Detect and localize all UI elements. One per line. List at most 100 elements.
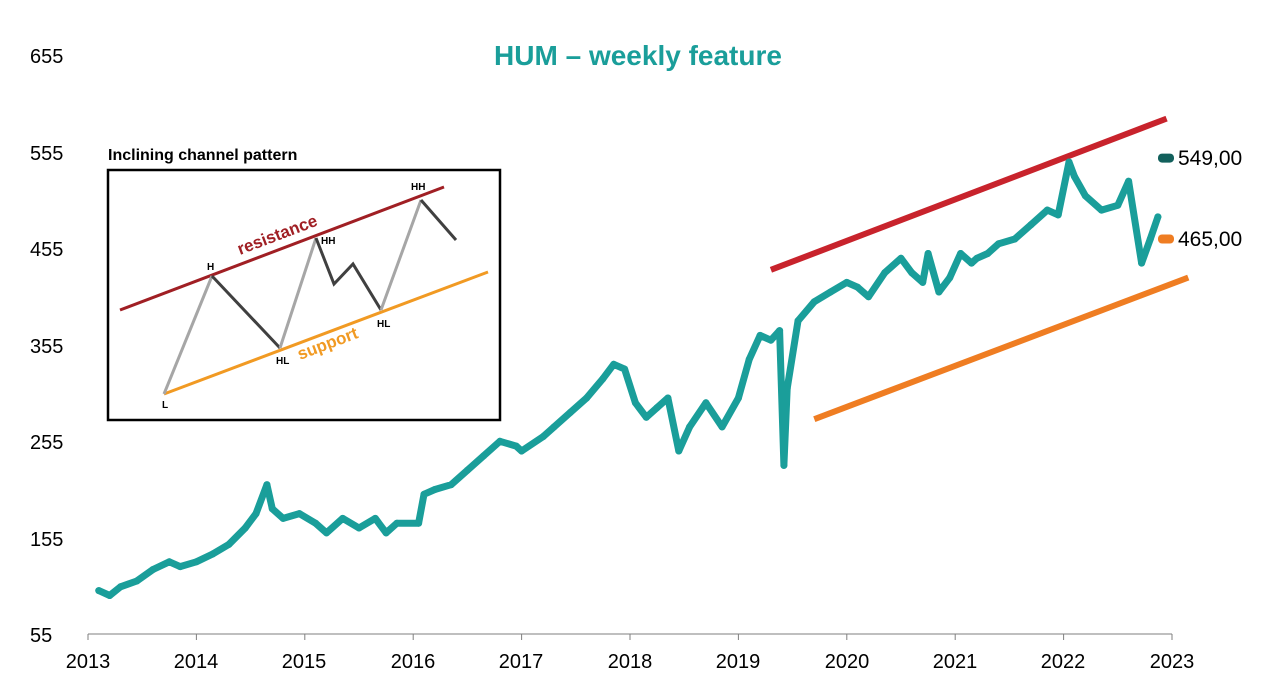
price-point	[371, 514, 379, 522]
price-point	[776, 327, 784, 335]
inset-point-label: HH	[411, 182, 425, 193]
price-point	[496, 437, 504, 445]
price-point	[420, 490, 428, 498]
resistance-trendline	[769, 115, 1168, 273]
price-point	[583, 394, 591, 402]
price-point	[279, 514, 287, 522]
price-point	[1138, 259, 1146, 267]
price-point	[518, 447, 526, 455]
inset-point-label: H	[207, 262, 214, 273]
price-point	[133, 577, 141, 585]
price-point	[382, 529, 390, 537]
price-point	[117, 583, 124, 591]
price-point	[1114, 201, 1122, 209]
price-point	[1043, 206, 1051, 214]
price-point	[95, 587, 103, 595]
price-point	[756, 331, 764, 339]
price-point	[935, 288, 943, 296]
price-point	[295, 510, 303, 518]
price-point	[854, 283, 862, 291]
inset-zigzag-up	[379, 199, 423, 311]
inset-illustration: Inclining channel pattern H HH HH L HL H…	[106, 147, 502, 422]
price-point	[192, 558, 200, 566]
price-point	[631, 399, 639, 407]
inset-support-line	[163, 270, 489, 396]
price-point	[431, 486, 439, 493]
price-point	[1011, 235, 1019, 243]
price-point	[480, 452, 488, 460]
price-point	[355, 524, 363, 532]
y-tick-label: 355	[30, 336, 63, 358]
price-point	[734, 394, 742, 402]
price-point	[653, 404, 661, 412]
inset-zigzag-down	[314, 237, 383, 311]
price-point	[664, 394, 672, 402]
price-point	[312, 519, 320, 527]
price-point	[252, 510, 260, 518]
price-point	[447, 481, 455, 489]
price-point	[718, 423, 726, 431]
inset-zigzag-down	[419, 199, 458, 241]
price-point	[415, 519, 423, 527]
price-point	[268, 505, 276, 513]
price-point	[463, 466, 471, 474]
price-point	[865, 293, 872, 301]
price-point	[1065, 158, 1073, 166]
price-point	[149, 566, 157, 573]
x-tick-label: 2019	[716, 651, 761, 673]
inset-point-label: HH	[321, 236, 335, 247]
price-point	[1081, 192, 1089, 200]
price-point	[1098, 206, 1105, 214]
inset-title: Inclining channel pattern	[108, 147, 297, 164]
price-point	[1027, 221, 1035, 229]
price-point	[780, 461, 788, 469]
x-tick-label: 2022	[1041, 651, 1086, 673]
inset-zigzag-up	[162, 275, 214, 395]
price-point	[984, 250, 992, 257]
price-point	[323, 529, 330, 537]
inset-zigzag-up	[278, 237, 318, 349]
price-point	[767, 336, 775, 344]
price-point	[263, 481, 271, 489]
price-point	[783, 384, 791, 392]
x-axis-ticks	[87, 634, 1173, 640]
support-value-marker	[1158, 234, 1174, 244]
chart-title: HUM – weekly feature	[494, 40, 782, 71]
inset-point-label: HL	[377, 319, 390, 330]
x-tick-label: 2020	[825, 651, 870, 673]
price-point	[550, 423, 558, 431]
x-tick-label: 2018	[608, 651, 653, 673]
price-point	[794, 317, 802, 325]
price-point	[512, 442, 520, 450]
price-point	[968, 259, 975, 267]
y-tick-label: 555	[30, 143, 63, 165]
price-point	[176, 563, 184, 571]
price-data-points	[95, 158, 1162, 599]
x-tick-label: 2021	[933, 651, 978, 673]
price-point	[566, 408, 574, 416]
price-point	[1154, 213, 1162, 221]
price-point	[599, 375, 607, 383]
price-point	[241, 524, 249, 532]
price-point	[209, 550, 217, 558]
support-value-label: 465,00	[1178, 228, 1242, 251]
y-tick-label: 55	[30, 625, 52, 647]
x-axis: 2013 2014 2015 2016 2017 2018 2019 2020 …	[66, 633, 1195, 673]
inset-point-label: L	[162, 400, 168, 411]
price-point	[995, 240, 1003, 248]
inset-point-label: HL	[276, 356, 289, 367]
price-point	[225, 540, 233, 548]
price-point	[539, 433, 547, 440]
y-axis: 655 555 455 355 255 155 55	[30, 46, 63, 647]
price-point	[621, 365, 629, 373]
inset-zigzag-down	[210, 274, 282, 350]
y-tick-label: 155	[30, 529, 63, 551]
x-tick-label: 2023	[1150, 651, 1195, 673]
y-tick-label: 255	[30, 432, 63, 454]
price-point	[106, 592, 114, 599]
price-point	[957, 250, 965, 257]
price-point	[642, 413, 650, 421]
price-point	[897, 254, 905, 262]
price-point	[843, 278, 851, 286]
